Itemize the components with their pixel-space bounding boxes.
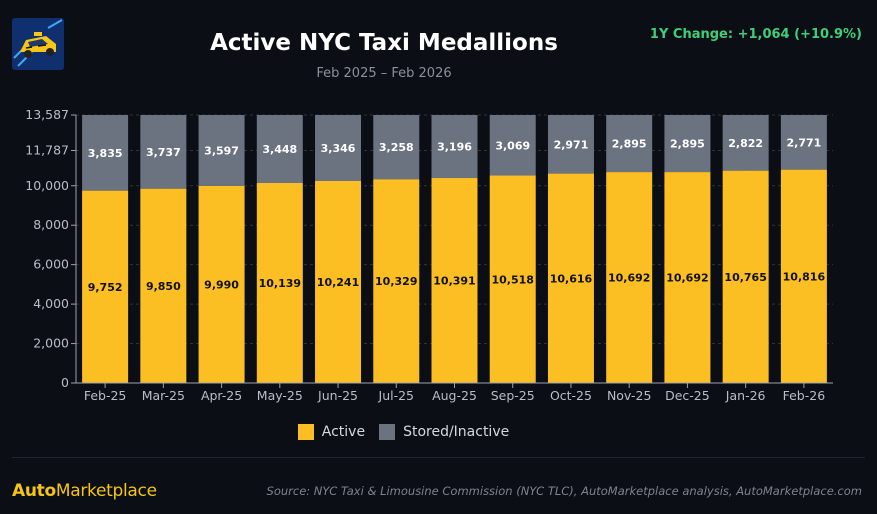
data-label-active: 10,692 bbox=[666, 272, 708, 285]
bar-stored-Feb-25 bbox=[82, 115, 129, 191]
chart-title: Active NYC Taxi Medallions bbox=[210, 30, 558, 56]
data-label-stored: 3,346 bbox=[321, 142, 356, 155]
x-tick-label: May-25 bbox=[257, 388, 303, 403]
x-tick-label: Mar-25 bbox=[142, 388, 185, 403]
data-label-active: 10,765 bbox=[724, 271, 766, 284]
bar-active-Dec-25 bbox=[664, 172, 711, 383]
data-label-active: 10,139 bbox=[259, 277, 301, 290]
bar-stored-Oct-25 bbox=[547, 115, 594, 174]
data-label-active: 10,616 bbox=[550, 272, 593, 285]
bar-active-Sep-25 bbox=[489, 175, 536, 383]
x-tick-label: Jul-25 bbox=[378, 388, 415, 403]
bar-stored-Nov-25 bbox=[606, 115, 653, 173]
legend-item-active[interactable]: Active bbox=[297, 424, 366, 440]
bar-active-Oct-25 bbox=[547, 173, 594, 383]
x-tick-label: Aug-25 bbox=[432, 388, 477, 403]
brand-auto: Auto bbox=[12, 481, 56, 501]
bar-active-Jun-25 bbox=[315, 180, 362, 383]
x-tick-label: Sep-25 bbox=[491, 388, 535, 403]
bar-stored-Jun-25 bbox=[315, 115, 362, 181]
data-label-active: 9,850 bbox=[146, 280, 181, 293]
data-label-stored: 2,895 bbox=[670, 138, 705, 151]
data-label-stored: 3,835 bbox=[88, 147, 123, 160]
data-label-active: 10,391 bbox=[433, 275, 475, 288]
bar-stored-Jul-25 bbox=[373, 115, 420, 180]
x-tick-label: Jun-25 bbox=[317, 388, 358, 403]
y-tick-label: 2,000 bbox=[33, 336, 69, 351]
legend-swatch-stored bbox=[379, 424, 396, 440]
data-label-active: 9,752 bbox=[88, 281, 123, 294]
data-label-active: 10,329 bbox=[375, 275, 417, 288]
bar-active-Feb-26 bbox=[780, 169, 827, 383]
brand-marketplace: Marketplace bbox=[55, 481, 157, 501]
data-label-active: 10,241 bbox=[317, 276, 359, 289]
y-tick-label: 6,000 bbox=[33, 257, 69, 272]
bar-active-Mar-25 bbox=[140, 188, 187, 383]
x-tick-label: Feb-26 bbox=[783, 388, 826, 403]
legend-swatch-active bbox=[297, 424, 314, 440]
footer-divider bbox=[12, 457, 865, 458]
data-label-stored: 3,448 bbox=[262, 143, 297, 156]
x-tick-label: Nov-25 bbox=[607, 388, 651, 403]
bar-active-May-25 bbox=[256, 183, 303, 383]
data-label-active: 10,518 bbox=[492, 273, 534, 286]
chart-subtitle: Feb 2025 – Feb 2026 bbox=[316, 66, 452, 81]
bar-active-Jul-25 bbox=[373, 179, 420, 383]
bar-active-Aug-25 bbox=[431, 178, 478, 383]
bar-stored-Feb-26 bbox=[780, 115, 827, 170]
bar-stored-Aug-25 bbox=[431, 115, 478, 179]
data-label-stored: 2,971 bbox=[554, 138, 589, 151]
legend-item-stored[interactable]: Stored/Inactive bbox=[379, 424, 509, 440]
data-label-stored: 2,771 bbox=[786, 136, 821, 149]
bar-active-Apr-25 bbox=[198, 185, 245, 383]
x-tick-label: Jan-26 bbox=[725, 388, 766, 403]
data-label-stored: 3,597 bbox=[204, 144, 239, 157]
data-label-stored: 3,196 bbox=[437, 141, 472, 154]
x-tick-label: Apr-25 bbox=[201, 388, 242, 403]
legend-label-active: Active bbox=[321, 424, 366, 440]
bar-stored-Dec-25 bbox=[664, 115, 711, 173]
data-label-stored: 3,737 bbox=[146, 146, 181, 159]
y-tick-label: 10,000 bbox=[25, 178, 69, 193]
source-note: Source: NYC Taxi & Limousine Commission … bbox=[266, 484, 862, 498]
x-tick-label: Oct-25 bbox=[550, 388, 592, 403]
bar-active-Feb-25 bbox=[82, 190, 129, 383]
y-tick-label: 8,000 bbox=[33, 217, 69, 232]
legend-label-stored: Stored/Inactive bbox=[403, 424, 510, 440]
y-tick-label: 11,787 bbox=[25, 143, 69, 158]
data-label-active: 10,816 bbox=[783, 270, 826, 283]
bar-stored-Jan-26 bbox=[722, 115, 769, 171]
data-label-stored: 2,822 bbox=[728, 137, 763, 150]
brand-logo[interactable]: AutoMarketplace bbox=[12, 481, 157, 501]
data-label-stored: 3,258 bbox=[379, 141, 414, 154]
bar-stored-May-25 bbox=[256, 115, 303, 184]
bar-stored-Mar-25 bbox=[140, 115, 187, 189]
x-tick-label: Feb-25 bbox=[84, 388, 127, 403]
bar-active-Jan-26 bbox=[722, 170, 769, 383]
data-label-stored: 2,895 bbox=[612, 138, 647, 151]
yoy-change-badge: 1Y Change: +1,064 (+10.9%) bbox=[649, 27, 862, 42]
taxi-logo-icon bbox=[12, 18, 64, 70]
y-tick-label: 4,000 bbox=[33, 296, 69, 311]
data-label-active: 9,990 bbox=[204, 278, 239, 291]
data-label-active: 10,692 bbox=[608, 272, 650, 285]
bar-stored-Sep-25 bbox=[489, 115, 536, 176]
bar-active-Nov-25 bbox=[606, 172, 653, 383]
chart-legend: Active Stored/Inactive bbox=[0, 424, 877, 440]
y-tick-label: 0 bbox=[61, 375, 69, 390]
data-label-stored: 3,069 bbox=[495, 139, 530, 152]
x-tick-label: Dec-25 bbox=[665, 388, 710, 403]
y-tick-label: 13,587 bbox=[25, 107, 69, 122]
bar-stored-Apr-25 bbox=[198, 115, 245, 186]
